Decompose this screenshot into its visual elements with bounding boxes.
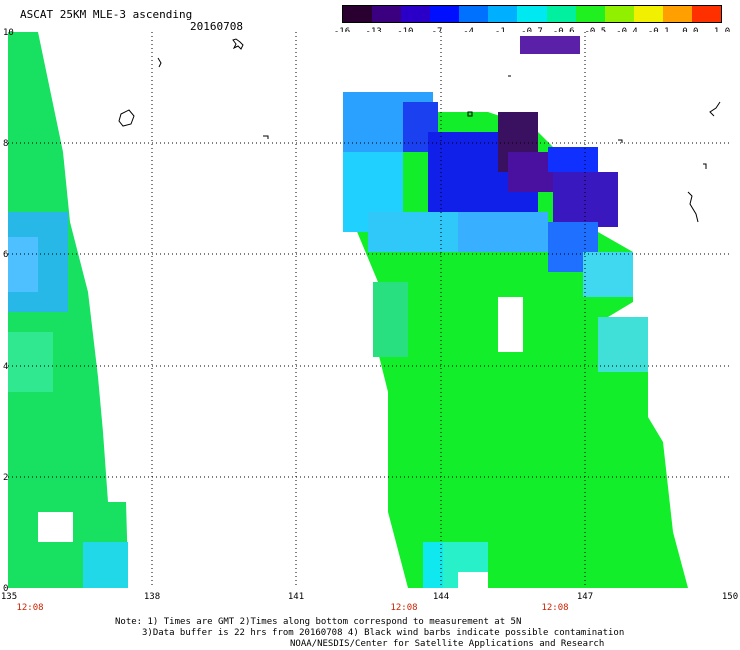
x-tick-138: 138	[143, 592, 161, 602]
colorbar-swatch	[459, 6, 489, 22]
x-tick-147: 147	[576, 592, 594, 602]
colorbar-swatch	[546, 6, 576, 22]
footer-credit: NOAA/NESDIS/Center for Satellite Applica…	[290, 639, 605, 649]
swath-left-blue-patch	[8, 237, 38, 292]
colorbar	[342, 5, 722, 23]
swath-right-lightblue-band	[458, 212, 548, 252]
colorbar-swatch	[575, 6, 605, 22]
graticule	[8, 32, 730, 588]
colorbar-swatch	[430, 6, 460, 22]
swath-left-bottom-patch	[83, 542, 128, 588]
swath-right-purple-isolated	[520, 36, 580, 54]
colorbar-swatch	[662, 6, 692, 22]
map-title: ASCAT 25KM MLE-3 ascending	[20, 8, 193, 21]
x-tick-150: 150	[721, 592, 739, 602]
footer-note-line1: Note: 1) Times are GMT 2)Times along bot…	[115, 617, 522, 627]
map-date: 20160708	[190, 20, 243, 33]
footer-note-line2: 3)Data buffer is 22 hrs from 20160708 4)…	[142, 628, 625, 638]
x-tick-141: 141	[287, 592, 305, 602]
y-tick-0: 0	[3, 584, 9, 594]
y-tick-4: 4	[3, 362, 9, 372]
colorbar-swatch	[633, 6, 663, 22]
y-tick-2: 2	[3, 473, 9, 483]
swath-right-cyan-band	[368, 212, 458, 252]
x-tick-135: 135	[0, 592, 18, 602]
island-i	[687, 191, 699, 223]
island-c	[118, 109, 135, 127]
swath-right-violet	[553, 172, 618, 227]
colorbar-swatch	[488, 6, 518, 22]
colorbar-swatch	[691, 6, 722, 22]
colorbar-swatch	[401, 6, 431, 22]
island-a	[232, 38, 244, 50]
y-tick-10: 10	[3, 28, 14, 38]
swath-right-gap-b	[458, 572, 488, 588]
time-label-2: 12:08	[390, 603, 418, 613]
time-label-1: 12:08	[16, 603, 44, 613]
y-tick-8: 8	[3, 139, 9, 149]
coastlines	[118, 38, 721, 223]
colorbar-swatch	[517, 6, 547, 22]
map-plot	[8, 32, 730, 588]
island-g	[618, 139, 623, 143]
island-j	[703, 163, 707, 169]
swath-right	[343, 32, 688, 588]
y-tick-6: 6	[3, 250, 9, 260]
colorbar-swatch	[604, 6, 634, 22]
x-tick-144: 144	[432, 592, 450, 602]
swath-right-teal-east	[598, 317, 648, 372]
swath-left-gap	[38, 512, 73, 542]
colorbar-swatch	[372, 6, 402, 22]
swath-right-gap-a	[498, 297, 523, 352]
island-f	[467, 111, 473, 117]
swath-right-cyan-south	[423, 542, 443, 588]
swath-right-mint-west	[373, 282, 408, 357]
swath-left-mid-patch	[8, 332, 53, 392]
island-d	[263, 135, 269, 139]
island-h	[709, 101, 721, 117]
swath-left	[8, 32, 128, 588]
swath-right-blue-b	[548, 147, 598, 172]
time-label-3: 12:08	[541, 603, 569, 613]
swath-right-cyan-east	[583, 252, 633, 297]
colorbar-swatch	[343, 6, 373, 22]
island-b	[157, 57, 162, 68]
